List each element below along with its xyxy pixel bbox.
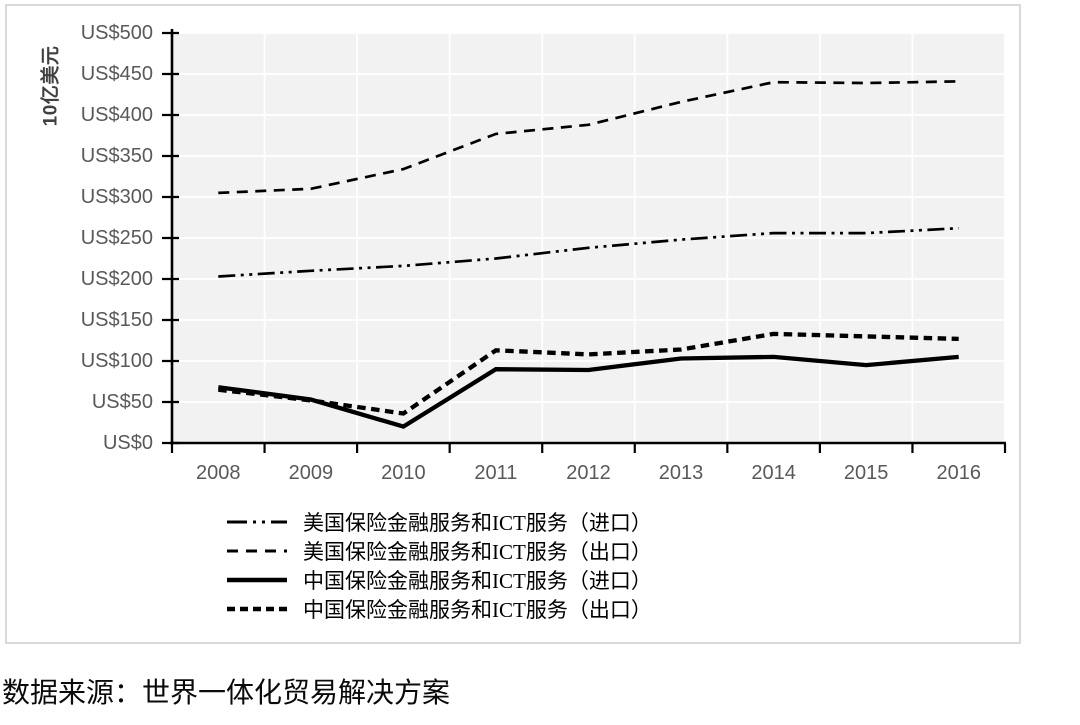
y-tick-label: US$450 — [80, 63, 153, 85]
x-tick-label: 2009 — [288, 462, 334, 484]
series-line-0 — [218, 226, 959, 278]
legend-label: 美国保险金融服务和ICT服务（出口） — [303, 539, 652, 564]
x-tick-label: 2012 — [566, 462, 611, 484]
series-line-2 — [218, 354, 959, 429]
x-tick-label: 2015 — [843, 462, 889, 484]
dense-dash-line-icon — [227, 606, 287, 611]
y-tick-label: US$50 — [91, 391, 153, 413]
y-tick-label: US$500 — [80, 22, 153, 44]
x-tick-label: 2011 — [474, 462, 518, 484]
y-tick-label: US$200 — [80, 268, 153, 290]
y-tick-label: US$300 — [80, 186, 153, 208]
y-tick-label: US$350 — [80, 145, 153, 167]
legend-item-us-imports: 美国保险金融服务和ICT服务（进口） — [227, 507, 652, 536]
dash-dot-dot-line-icon — [227, 520, 287, 523]
y-tick-label: US$400 — [80, 104, 153, 126]
x-tick-label: 2013 — [658, 462, 704, 484]
y-tick-label: US$150 — [80, 309, 153, 331]
legend-label: 中国保险金融服务和ICT服务（进口） — [303, 568, 652, 593]
solid-line-icon — [227, 577, 287, 582]
legend: 美国保险金融服务和ICT服务（进口） 美国保险金融服务和ICT服务（出口） 中国… — [227, 507, 652, 623]
y-tick-label: US$250 — [80, 227, 153, 249]
x-tick-label: 2014 — [751, 462, 796, 484]
x-tick-label: 2010 — [381, 462, 426, 484]
y-tick-label: US$0 — [102, 432, 153, 454]
dashed-line-icon — [227, 549, 287, 552]
source-note: 数据来源：世界一体化贸易解决方案 — [2, 678, 451, 709]
legend-item-china-imports: 中国保险金融服务和ICT服务（进口） — [227, 565, 652, 594]
legend-label: 中国保险金融服务和ICT服务（出口） — [303, 597, 652, 622]
series-line-1 — [218, 80, 959, 195]
x-tick-label: 2008 — [196, 462, 241, 484]
line-plot — [162, 29, 1007, 453]
legend-item-us-exports: 美国保险金融服务和ICT服务（出口） — [227, 536, 652, 565]
legend-label: 美国保险金融服务和ICT服务（进口） — [303, 510, 652, 535]
legend-item-china-exports: 中国保险金融服务和ICT服务（出口） — [227, 594, 652, 623]
y-tick-label: US$100 — [80, 350, 153, 372]
x-tick-label: 2016 — [936, 462, 981, 484]
